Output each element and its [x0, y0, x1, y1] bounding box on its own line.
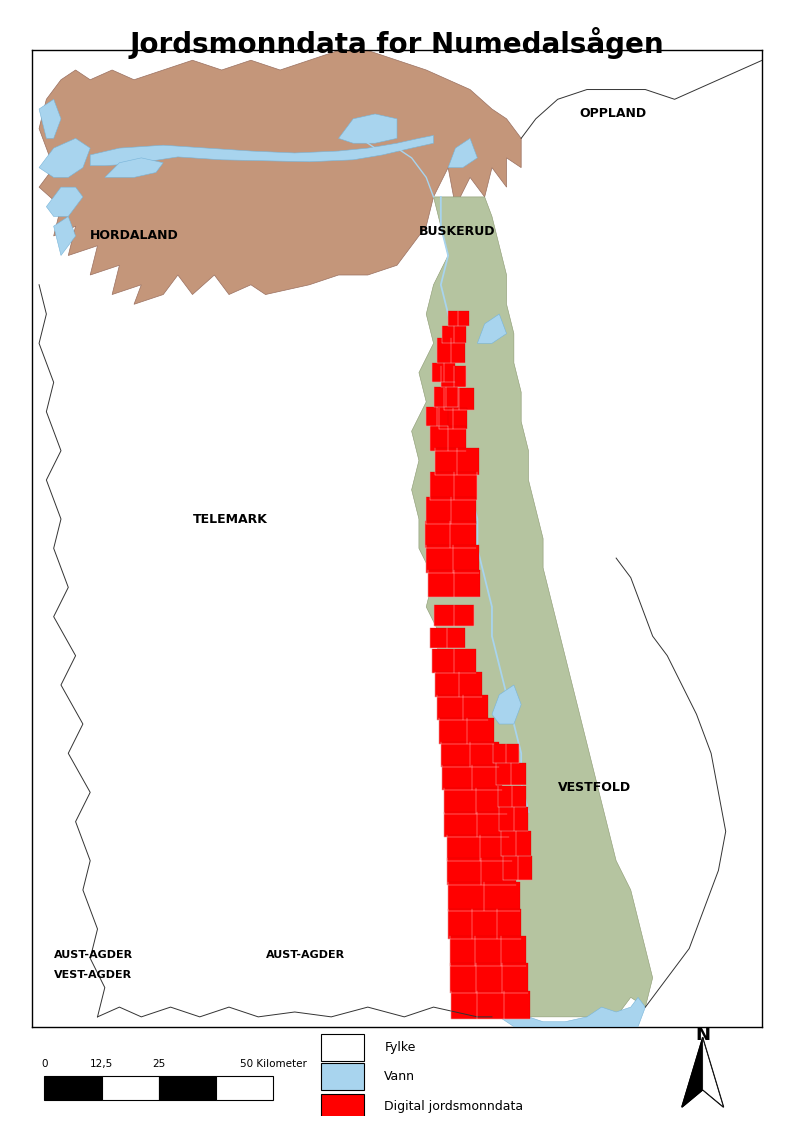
- Polygon shape: [448, 138, 477, 167]
- Bar: [430, 426, 466, 451]
- Polygon shape: [105, 158, 164, 177]
- Polygon shape: [54, 217, 75, 256]
- Text: AUST-AGDER: AUST-AGDER: [54, 950, 133, 960]
- Polygon shape: [499, 997, 646, 1027]
- Text: VESTFOLD: VESTFOLD: [557, 781, 630, 794]
- Bar: [442, 765, 502, 790]
- Bar: [435, 448, 479, 475]
- Polygon shape: [39, 100, 61, 138]
- Polygon shape: [91, 136, 434, 166]
- Bar: [437, 695, 488, 720]
- Polygon shape: [39, 138, 91, 177]
- Text: Vann: Vann: [384, 1070, 415, 1083]
- Bar: [499, 807, 529, 831]
- Bar: [445, 388, 474, 410]
- Bar: [439, 718, 494, 744]
- Bar: [428, 570, 480, 597]
- Bar: [439, 407, 467, 430]
- Bar: [447, 835, 512, 861]
- Bar: [447, 857, 516, 885]
- Text: AUST-AGDER: AUST-AGDER: [265, 950, 345, 960]
- Polygon shape: [682, 1038, 703, 1106]
- Bar: [451, 992, 530, 1019]
- Text: HORDALAND: HORDALAND: [91, 230, 179, 242]
- Bar: [434, 605, 474, 626]
- Bar: [449, 936, 526, 966]
- Bar: [496, 763, 526, 784]
- Bar: [426, 407, 448, 426]
- Bar: [321, 1034, 364, 1061]
- Bar: [441, 366, 466, 387]
- Bar: [426, 497, 476, 524]
- Bar: [159, 1076, 216, 1100]
- Bar: [437, 339, 465, 362]
- Polygon shape: [703, 1038, 723, 1106]
- Bar: [432, 362, 456, 383]
- Bar: [430, 628, 465, 647]
- Text: 0: 0: [41, 1059, 48, 1069]
- Text: Jordsmonndata for Numedalsågen: Jordsmonndata for Numedalsågen: [129, 27, 665, 58]
- Polygon shape: [46, 187, 83, 217]
- Bar: [441, 742, 499, 767]
- Bar: [445, 812, 509, 837]
- Text: OPPLAND: OPPLAND: [580, 108, 647, 120]
- Bar: [501, 831, 531, 856]
- Bar: [321, 1063, 364, 1089]
- Text: TELEMARK: TELEMARK: [192, 513, 268, 525]
- Bar: [498, 785, 526, 807]
- Bar: [448, 909, 521, 939]
- Bar: [216, 1076, 273, 1100]
- Text: N: N: [696, 1026, 710, 1043]
- Text: Fylke: Fylke: [384, 1041, 416, 1055]
- Bar: [432, 649, 476, 673]
- Bar: [449, 963, 529, 993]
- Bar: [434, 387, 457, 407]
- Bar: [448, 882, 520, 911]
- Bar: [445, 789, 507, 813]
- Bar: [102, 1076, 159, 1100]
- Text: BUSKERUD: BUSKERUD: [419, 224, 495, 238]
- Text: 25: 25: [152, 1059, 165, 1069]
- Polygon shape: [492, 684, 521, 724]
- Bar: [321, 1094, 364, 1120]
- Bar: [442, 325, 465, 343]
- Polygon shape: [477, 314, 507, 343]
- Text: 50 Kilometer: 50 Kilometer: [240, 1059, 306, 1069]
- Polygon shape: [338, 114, 397, 144]
- Text: VEST-AGDER: VEST-AGDER: [54, 969, 132, 980]
- Polygon shape: [39, 50, 521, 304]
- Bar: [448, 311, 468, 325]
- Bar: [493, 744, 519, 763]
- Bar: [44, 1076, 102, 1100]
- Bar: [425, 521, 476, 549]
- Polygon shape: [411, 197, 653, 1017]
- Bar: [503, 856, 532, 880]
- Bar: [435, 672, 483, 697]
- Text: 12,5: 12,5: [90, 1059, 114, 1069]
- Bar: [430, 472, 477, 499]
- Text: Digital jordsmonndata: Digital jordsmonndata: [384, 1101, 523, 1113]
- Bar: [426, 545, 479, 572]
